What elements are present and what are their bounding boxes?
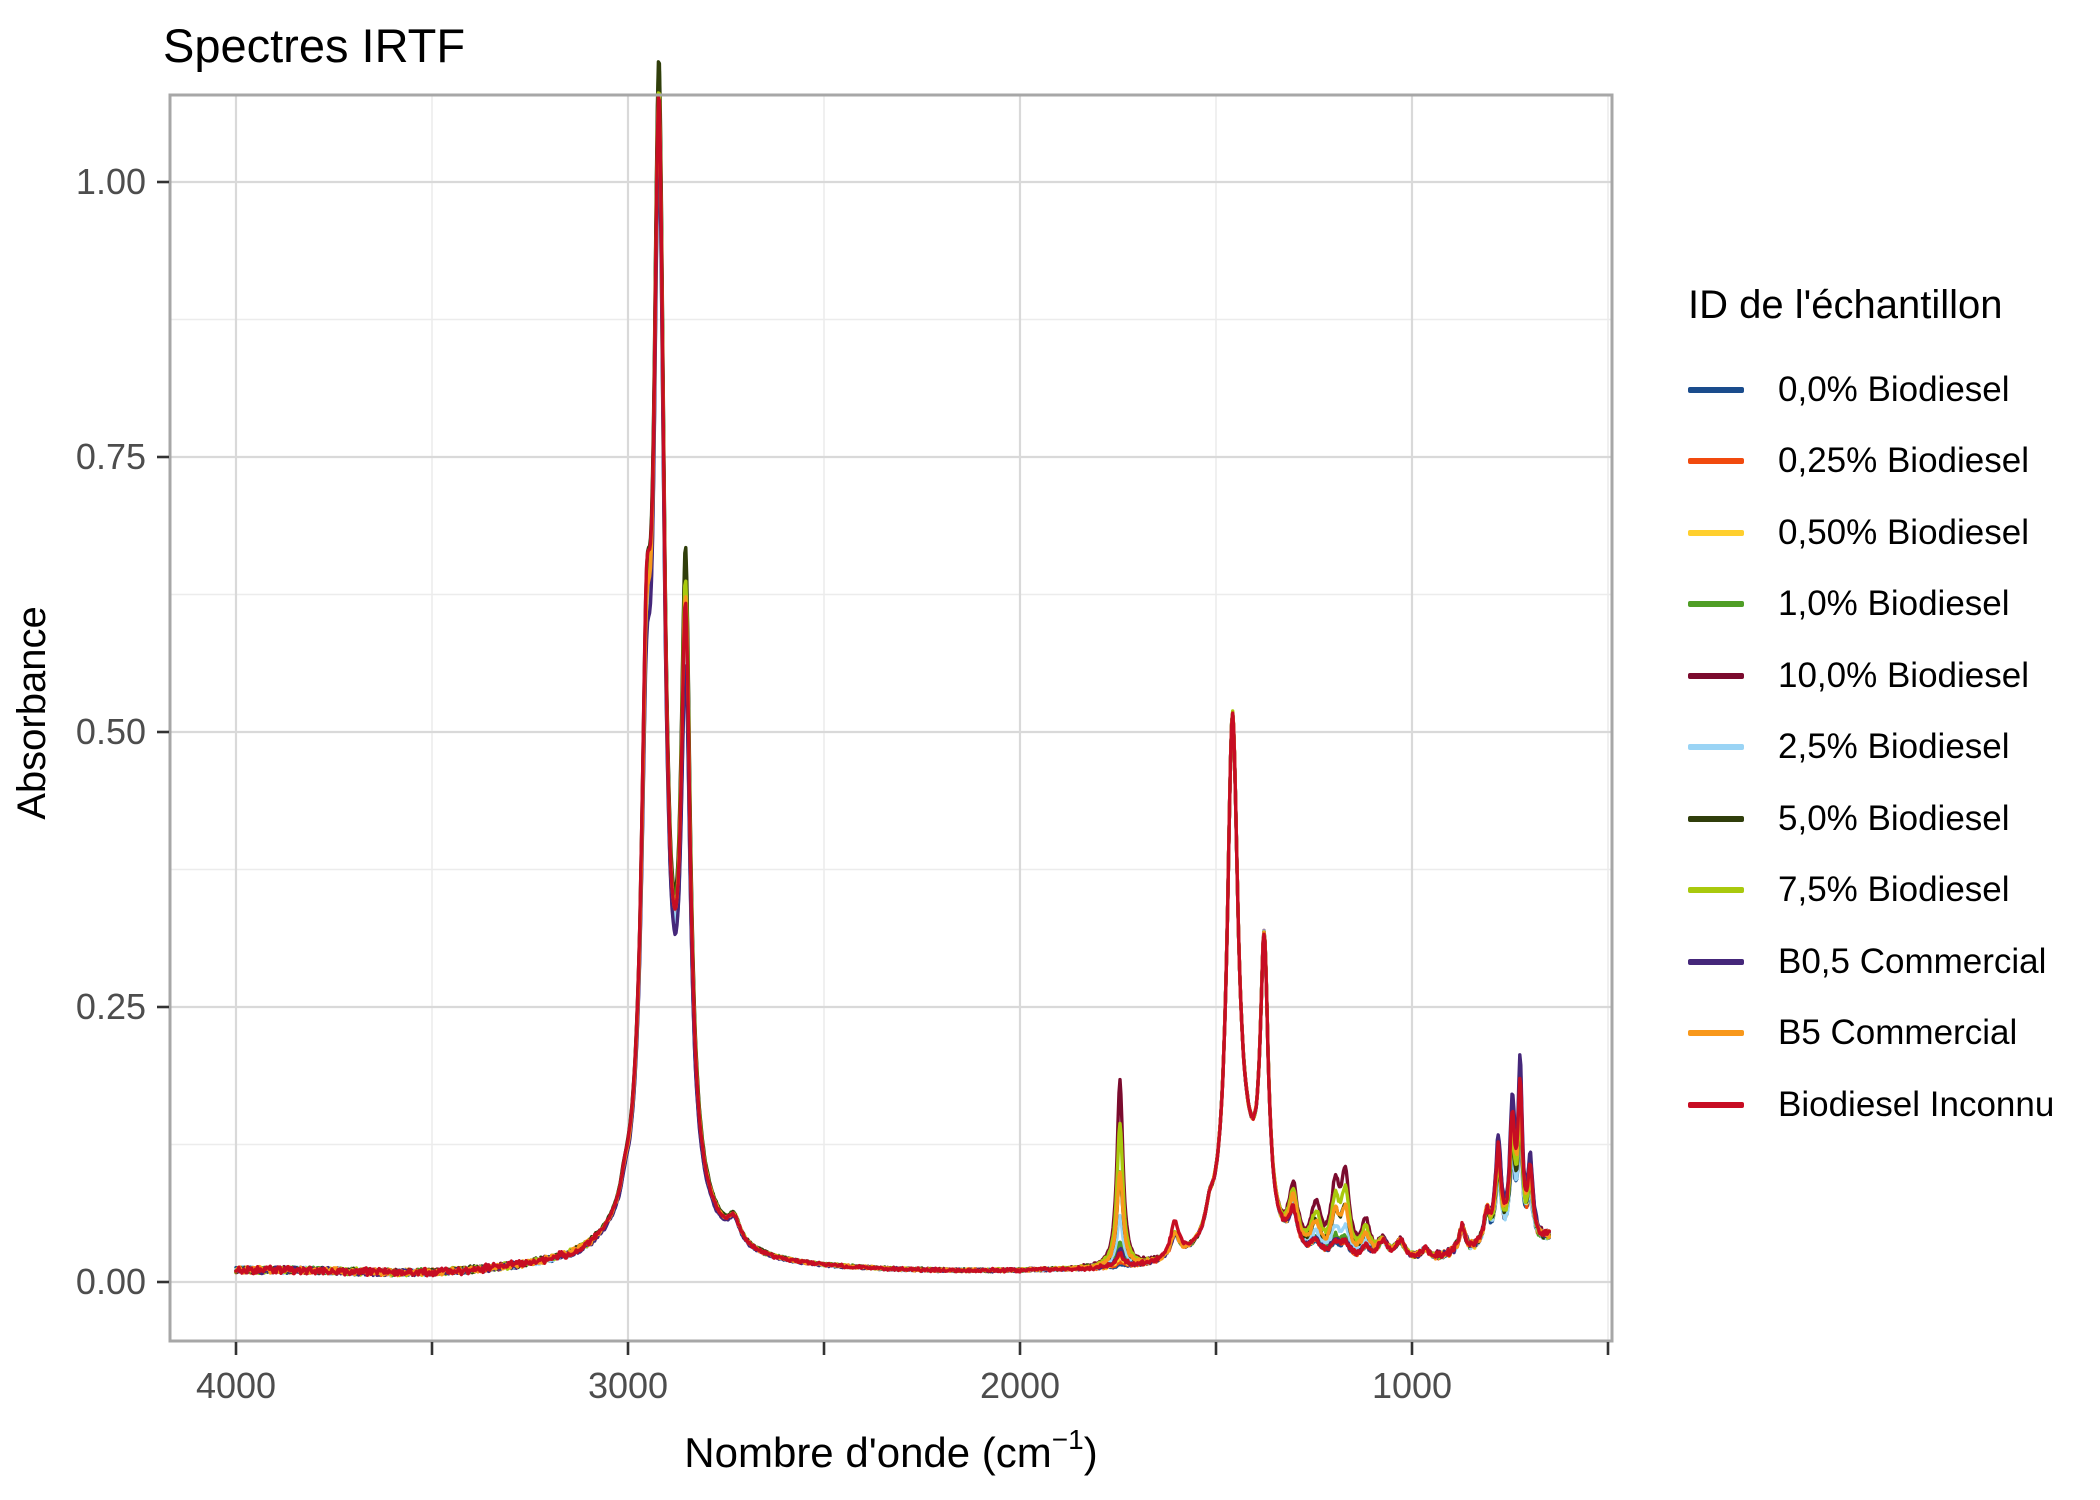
legend-label: 7,5% Biodiesel <box>1778 870 2010 910</box>
y-tick-label: 0.00 <box>76 1261 146 1302</box>
legend-item: 2,5% Biodiesel <box>1688 712 2098 784</box>
legend-line-swatch <box>1688 744 1744 751</box>
spectrum-line-5-0-biodiesel <box>234 60 1551 1277</box>
axis-tick-labels: 4000 3000 2000 1000 1.00 0.75 0.50 0.25 0.00 <box>76 161 1452 1406</box>
legend-item: 10,0% Biodiesel <box>1688 640 2098 712</box>
spectrum-line-0-50-biodiesel <box>234 82 1551 1278</box>
chart-title: Spectres IRTF <box>163 19 466 72</box>
y-tick-label: 1.00 <box>76 161 146 202</box>
legend-label: 5,0% Biodiesel <box>1778 798 2010 838</box>
legend-label: 1,0% Biodiesel <box>1778 584 2010 624</box>
legend-item: B0,5 Commercial <box>1688 926 2098 998</box>
legend-line-swatch <box>1688 1030 1744 1037</box>
spectrum-line-10-0-biodiesel <box>234 97 1551 1277</box>
legend-label: 0,0% Biodiesel <box>1778 369 2010 409</box>
spectrum-line-1-0-biodiesel <box>234 68 1551 1277</box>
axis-tick-marks <box>157 180 1610 1355</box>
legend-item: 7,5% Biodiesel <box>1688 855 2098 927</box>
panel-border <box>168 93 1614 1343</box>
x-axis-title: Nombre d'onde (cm−1) <box>0 1424 1782 1477</box>
legend: ID de l'échantillon 0,0% Biodiesel 0,25% … <box>1688 282 2098 1141</box>
y-tick-label: 0.75 <box>76 436 146 477</box>
x-axis-title-superscript: −1 <box>1051 1424 1084 1455</box>
legend-item: 0,0% Biodiesel <box>1688 354 2098 426</box>
spectrum-line-7-5-biodiesel <box>234 91 1551 1278</box>
legend-item: B5 Commercial <box>1688 998 2098 1070</box>
legend-label: B5 Commercial <box>1778 1013 2018 1053</box>
legend-item: 0,50% Biodiesel <box>1688 497 2098 569</box>
legend-label: Biodiesel Inconnu <box>1778 1084 2055 1124</box>
legend-title: ID de l'échantillon <box>1688 283 2003 327</box>
y-axis-title: Absorbance <box>10 606 54 820</box>
legend-line-swatch <box>1688 386 1744 393</box>
x-tick-label: 3000 <box>588 1365 668 1406</box>
legend-item: 5,0% Biodiesel <box>1688 783 2098 855</box>
spectra-lines <box>234 60 1551 1278</box>
legend-items: 0,0% Biodiesel 0,25% Biodiesel 0,50% Biodi… <box>1688 354 2098 1141</box>
legend-line-swatch <box>1688 601 1744 608</box>
x-axis-title-text: Nombre d'onde (cm <box>684 1429 1052 1476</box>
legend-label: 0,50% Biodiesel <box>1778 512 2029 552</box>
y-tick-label: 0.50 <box>76 711 146 752</box>
legend-label: 2,5% Biodiesel <box>1778 727 2010 767</box>
gridlines-minor <box>170 95 1612 1341</box>
x-axis-title-suffix: ) <box>1083 1429 1098 1476</box>
spectrum-line-biodiesel-inconnu <box>234 95 1551 1278</box>
legend-line-swatch <box>1688 529 1744 536</box>
legend-line-swatch <box>1688 958 1744 965</box>
legend-item: 0,25% Biodiesel <box>1688 426 2098 498</box>
legend-item: 1,0% Biodiesel <box>1688 569 2098 641</box>
gridlines-major <box>170 95 1612 1341</box>
legend-label: B0,5 Commercial <box>1778 941 2047 981</box>
spectrum-line-b5-commercial <box>234 101 1551 1278</box>
legend-item: Biodiesel Inconnu <box>1688 1069 2098 1141</box>
legend-line-swatch <box>1688 458 1744 465</box>
spectrum-line-0-25-biodiesel <box>234 112 1551 1277</box>
legend-line-swatch <box>1688 815 1744 822</box>
legend-label: 10,0% Biodiesel <box>1778 655 2029 695</box>
spectrum-line-2-5-biodiesel <box>234 124 1551 1278</box>
spectrum-line-0-0-biodiesel <box>234 142 1551 1278</box>
legend-line-swatch <box>1688 672 1744 679</box>
x-tick-label: 2000 <box>980 1365 1060 1406</box>
y-tick-label: 0.25 <box>76 986 146 1027</box>
legend-line-swatch <box>1688 887 1744 894</box>
x-tick-label: 4000 <box>196 1365 276 1406</box>
legend-label: 0,25% Biodiesel <box>1778 441 2029 481</box>
legend-line-swatch <box>1688 1101 1744 1108</box>
x-tick-label: 1000 <box>1372 1365 1452 1406</box>
